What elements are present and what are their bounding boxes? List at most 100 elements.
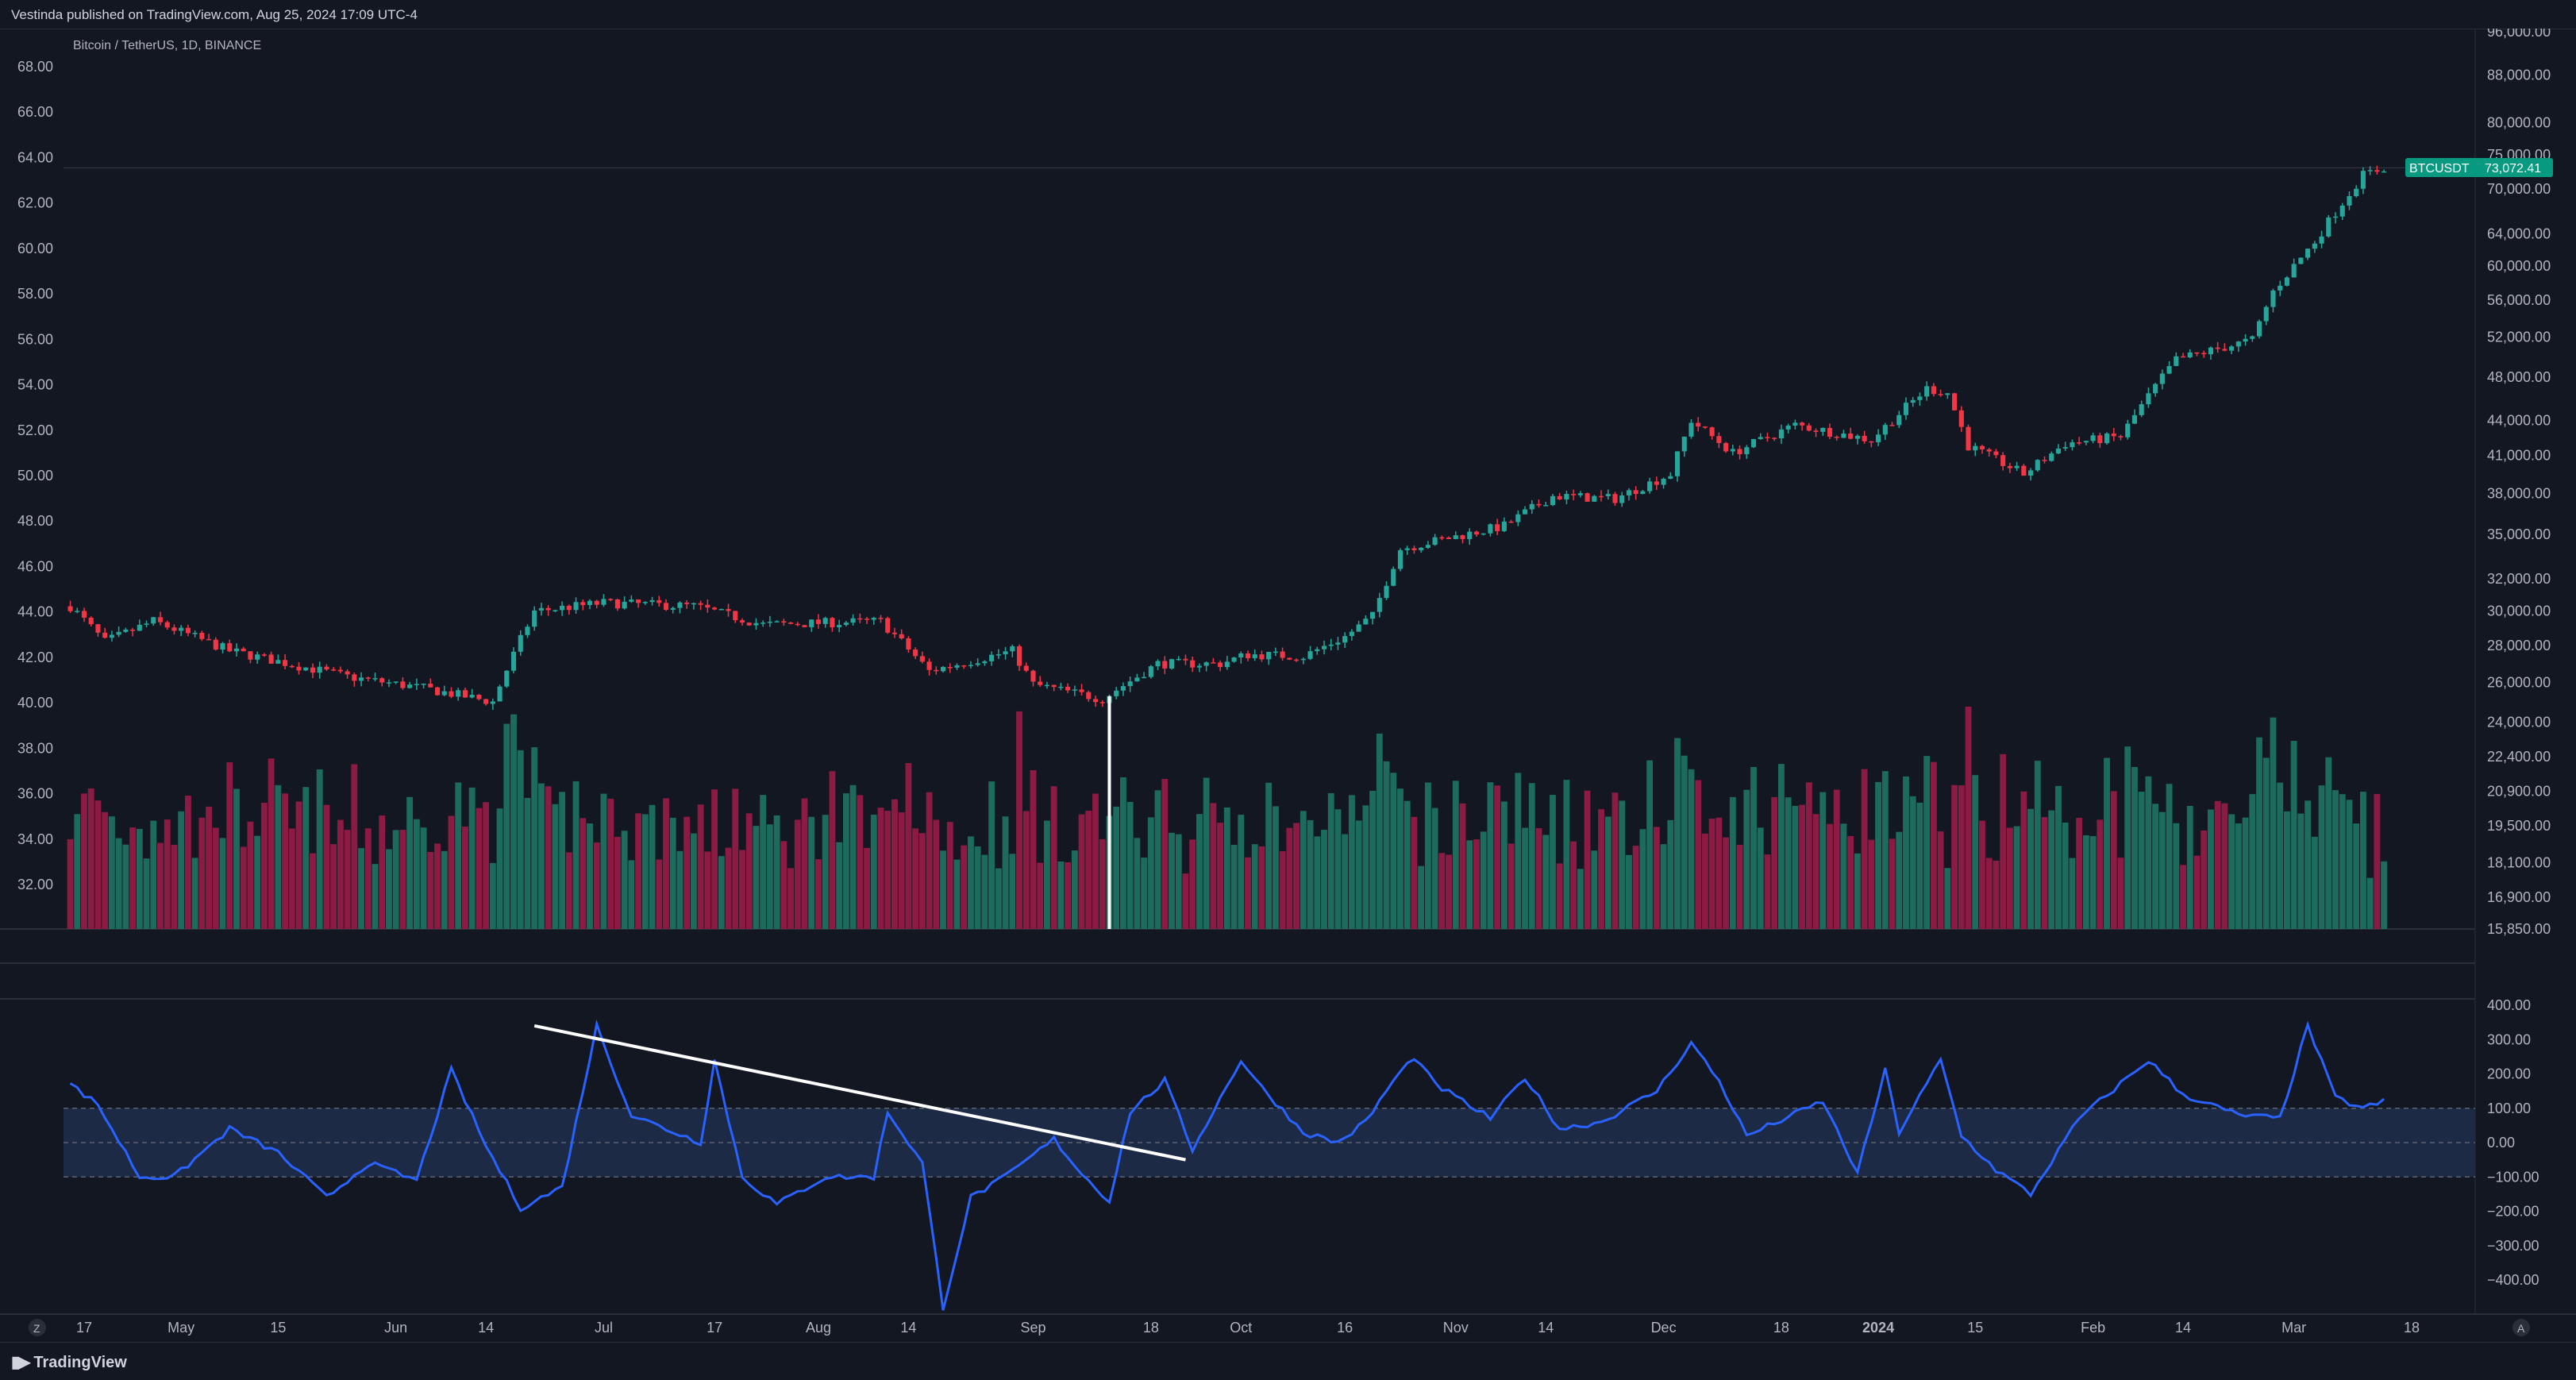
auto-scale-button[interactable] — [2512, 1319, 2530, 1336]
volume-bar — [1473, 839, 1480, 929]
volume-bar — [1314, 836, 1321, 929]
volume-bar — [1542, 835, 1550, 929]
volume-bar — [323, 804, 330, 929]
oscillator-axis-tick: 400.00 — [2487, 997, 2531, 1013]
volume-bar — [621, 831, 628, 929]
volume-bar — [1362, 805, 1369, 929]
volume-bar — [136, 828, 143, 929]
annotations[interactable] — [533, 696, 1186, 1162]
volume-bar — [351, 764, 358, 929]
candle-body — [733, 611, 738, 621]
candle-body — [456, 690, 461, 697]
volume-bar — [94, 800, 102, 929]
auto-scale-label: A — [2517, 1322, 2525, 1335]
candle-body — [1460, 535, 1465, 539]
volume-bar — [1923, 756, 1931, 929]
candle-body — [1584, 493, 1590, 502]
volume-bar — [2186, 805, 2193, 929]
candle-body — [802, 625, 807, 627]
price-badge[interactable]: BTCUSDT 73,072.41 — [2405, 158, 2553, 177]
volume-bar — [1563, 780, 1570, 929]
candle-body — [130, 629, 136, 631]
price-axis-tick: 22,400.00 — [2487, 749, 2551, 765]
volume-bar — [143, 858, 150, 929]
candle-body — [718, 608, 724, 611]
candle-body — [573, 602, 579, 611]
volume-bar — [2158, 811, 2166, 929]
candle-body — [1030, 670, 1036, 682]
volume-bar — [108, 816, 115, 929]
candle-body — [1806, 425, 1812, 431]
candle-body — [2111, 433, 2116, 437]
candle-body — [289, 665, 295, 668]
candle-body — [1750, 438, 1757, 448]
candle-body — [296, 666, 302, 671]
candle-body — [1668, 476, 1673, 479]
candle-body — [2104, 433, 2110, 444]
candle-body — [2153, 384, 2158, 394]
volume-bar — [1251, 844, 1258, 929]
candle-body — [1363, 619, 1369, 625]
volume-bar — [870, 815, 877, 929]
volume-bar — [1050, 786, 1057, 929]
time-axis-tick: 18 — [1773, 1320, 1789, 1336]
candle-body — [1294, 659, 1300, 661]
candle-body — [2312, 243, 2317, 249]
volume-bar — [801, 798, 808, 929]
volume-bar — [933, 819, 940, 929]
candle-body — [164, 622, 170, 628]
candle-body — [510, 651, 517, 671]
oscillator-axis-tick: 200.00 — [2487, 1066, 2531, 1082]
candle-body — [1522, 509, 1528, 515]
volume-bar — [115, 838, 122, 929]
volume-bar — [773, 815, 780, 929]
volume-bar — [1750, 766, 1757, 929]
candle-body — [400, 681, 406, 688]
candle-body — [504, 670, 510, 687]
candle-body — [1501, 521, 1507, 531]
candle-body — [1834, 437, 1839, 438]
candle-body — [1404, 548, 1410, 550]
candle-body — [2014, 465, 2020, 468]
candle-body — [1287, 657, 1292, 660]
volume-bar — [2318, 785, 2325, 929]
volume-bar — [745, 813, 753, 929]
candle-body — [1252, 654, 1257, 658]
volume-bar — [2325, 757, 2332, 929]
volume-bar — [2332, 790, 2339, 929]
candle-body — [490, 701, 495, 704]
candle-body — [2243, 338, 2248, 342]
candle-body — [2000, 455, 2006, 466]
candle-body — [1536, 503, 1542, 506]
oscillator-axis-tick: 0.00 — [2487, 1135, 2515, 1151]
price-badge-value: 73,072.41 — [2485, 162, 2541, 175]
candle-body — [1938, 394, 1943, 395]
candle-body — [1640, 491, 1646, 495]
candle-body — [1190, 660, 1196, 668]
price-badge-symbol: BTCUSDT — [2409, 162, 2470, 175]
volume-bar — [1507, 843, 1515, 929]
candle-body — [940, 666, 946, 672]
volume-bar — [1279, 850, 1286, 929]
trendline-annotation — [533, 1023, 1186, 1162]
volume-bar — [1556, 863, 1563, 929]
candle-body — [1099, 702, 1105, 703]
chart-area[interactable]: 96,000.0088,000.0080,000.0075,000.0070,0… — [0, 29, 2576, 1342]
volume-bar — [81, 793, 87, 929]
volume-bar — [2124, 746, 2131, 929]
volume-bar — [1369, 790, 1376, 929]
oscillator-axis-tick: −300.00 — [2487, 1238, 2539, 1254]
volume-bar — [663, 798, 669, 929]
candle-body — [1681, 436, 1687, 452]
candle-body — [677, 602, 683, 608]
volume-bar — [310, 853, 316, 929]
oscillator-axis-tick: −100.00 — [2487, 1169, 2539, 1185]
left-scale-button[interactable] — [29, 1319, 46, 1336]
tradingview-logo[interactable]: ▮▶ TradingView — [11, 1352, 127, 1372]
volume-bar — [1099, 838, 1106, 929]
candle-body — [2049, 453, 2054, 461]
volume-bar — [1037, 862, 1044, 929]
candle-body — [774, 621, 780, 623]
volume-bar — [1833, 789, 1840, 929]
candle-body — [1425, 545, 1430, 548]
